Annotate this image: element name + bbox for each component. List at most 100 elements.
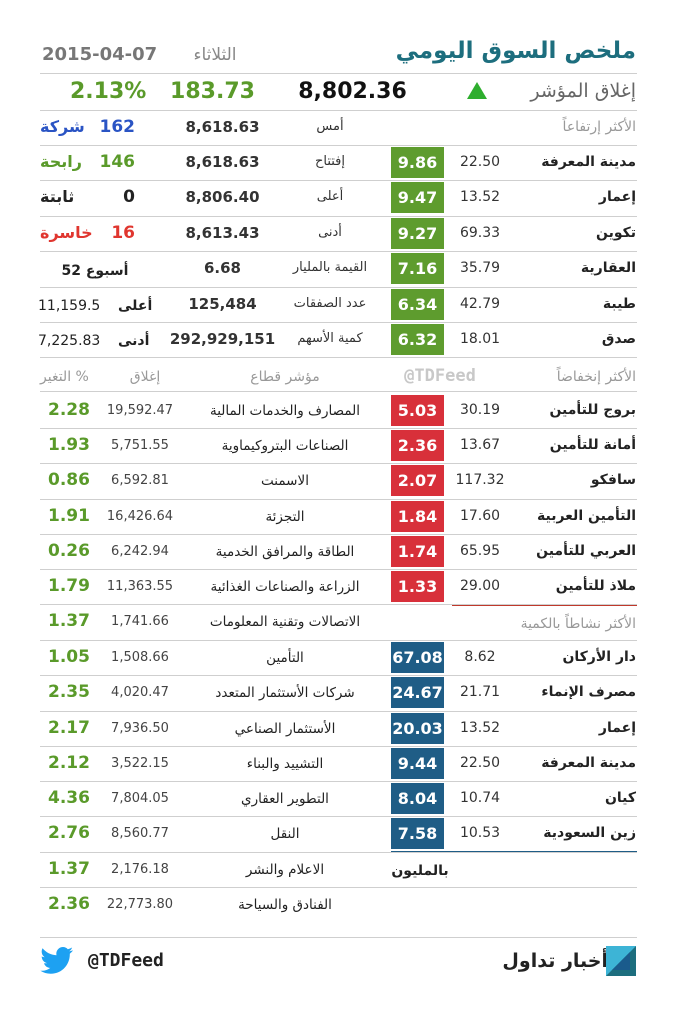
gainers-price: 42.79 [459,296,501,312]
losers-header: الأكثر إنخفاضاً [556,369,636,385]
sector-name[interactable]: الأستثمار الصناعي [234,721,336,737]
sector-name[interactable]: الصناعات البتروكيماوية [221,438,349,454]
week52-low-label: أدنى [118,333,150,349]
row-divider [40,852,637,853]
losers-name[interactable]: ملاذ للتأمين [555,578,636,594]
week52-label: 52 أسبوع [50,261,140,281]
losers-value-box: 1.84 [391,501,444,532]
index-label: إغلاق المؤشر [530,80,636,102]
footer-brand: أخبار تداول [502,950,608,972]
stat-value: 8,618.63 [185,153,260,171]
sector-change: 2.17 [48,718,90,738]
sector-name[interactable]: الاسمنت [261,473,309,489]
sector-name[interactable]: المصارف والخدمات المالية [209,403,361,419]
breadth-count: 0 [123,187,135,207]
index-close: 8,802.36 [298,79,407,104]
sector-close: 1,508.66 [111,650,169,665]
losers-value-box: 2.07 [391,465,444,496]
losers-name[interactable]: أمانة للتأمين [549,437,636,453]
active-value-box: 24.67 [391,677,444,708]
sector-header-name: مؤشر قطاع [250,369,320,385]
stat-label: كمية الأسهم [297,331,363,346]
row-divider [40,675,637,676]
sector-close: 5,751.55 [111,438,169,453]
breadth-count: 146 [99,152,136,172]
sector-name[interactable]: الطاقة والمرافق الخدمية [215,544,355,560]
index-change-pct: 2.13% [70,79,147,104]
sector-name[interactable]: التجزئة [265,509,305,525]
sector-name[interactable]: الفنادق والسياحة [238,897,332,913]
sector-change: 4.36 [48,788,90,808]
sector-change: 1.91 [48,506,90,526]
sector-header-close: إغلاق [129,369,161,385]
sector-change: 1.37 [48,859,90,879]
stat-value: 8,613.43 [185,224,260,242]
sector-close: 6,592.81 [111,473,169,488]
gainers-name[interactable]: إعمار [598,189,636,205]
row-divider [40,180,637,181]
active-price: 22.50 [459,755,501,771]
gainers-name[interactable]: صدق [601,331,636,347]
row-divider [40,604,637,605]
sector-change: 2.12 [48,753,90,773]
breadth-label: شركة [40,117,85,136]
sector-change: 1.05 [48,647,90,667]
losers-price: 13.67 [459,437,501,453]
gainers-value-box: 7.16 [391,253,444,284]
active-name[interactable]: مدينة المعرفة [541,755,636,771]
brand-logo-icon [606,946,636,976]
active-name[interactable]: دار الأركان [562,649,636,665]
row-divider [40,640,637,641]
breadth-count: 16 [111,223,135,243]
gainers-name[interactable]: تكوين [595,225,636,241]
gainers-value-box: 9.86 [391,147,444,178]
losers-value-box: 1.33 [391,571,444,602]
row-divider [40,287,637,288]
losers-name[interactable]: العربي للتأمين [536,543,636,559]
breadth-label: ثابتة [40,187,75,206]
active-name[interactable]: كيان [604,790,636,806]
active-price: 8.62 [464,649,496,665]
stat-label: أعلى [316,189,344,204]
sector-change: 2.35 [48,682,90,702]
sector-name[interactable]: التشييد والبناء [246,756,324,772]
footer-handle[interactable]: @TDFeed [88,950,164,971]
sector-close: 1,741.66 [111,614,169,629]
gainers-name[interactable]: طيبة [602,296,636,312]
sector-name[interactable]: النقل [270,826,300,842]
sector-name[interactable]: الزراعة والصناعات الغذائية [210,579,360,595]
sector-name[interactable]: شركات الأستثمار المتعدد [215,685,355,701]
sector-header-change: التغير % [40,369,89,385]
active-name[interactable]: مصرف الإنماء [541,684,636,700]
active-name[interactable]: إعمار [598,720,636,736]
week52-num: 52 [61,263,81,279]
active-price: 10.53 [459,825,501,841]
sector-close: 22,773.80 [106,897,174,912]
page-title: ملخص السوق اليومي [395,38,636,64]
stat-value: 8,618.63 [185,118,260,136]
sector-change: 0.86 [48,470,90,490]
sector-change: 1.79 [48,576,90,596]
losers-price: 30.19 [459,402,501,418]
stat-value: 125,484 [188,295,257,313]
sector-close: 4,020.47 [111,685,169,700]
losers-name[interactable]: بروج للتأمين [549,402,636,418]
sector-name[interactable]: التطوير العقاري [241,791,329,807]
gainers-price: 18.01 [459,331,501,347]
sector-name[interactable]: الاتصالات وتقنية المعلومات [209,614,361,630]
losers-name[interactable]: التأمين العربية [536,508,636,524]
sector-close: 8,560.77 [111,826,169,841]
active-value-box: 8.04 [391,783,444,814]
sector-name[interactable]: التأمين [266,650,304,666]
losers-name[interactable]: سافكو [590,472,636,488]
sector-close: 7,804.05 [111,791,169,806]
gainers-name[interactable]: العقارية [580,260,636,276]
active-name[interactable]: زين السعودية [543,825,636,841]
sector-change: 2.36 [48,894,90,914]
losers-price: 117.32 [455,472,505,488]
watermark: @TDFeed [404,366,476,386]
active-value-box: 7.58 [391,818,444,849]
report-date: 2015-04-07 [42,44,158,65]
gainers-name[interactable]: مدينة المعرفة [541,154,636,170]
sector-name[interactable]: الاعلام والنشر [245,862,325,878]
